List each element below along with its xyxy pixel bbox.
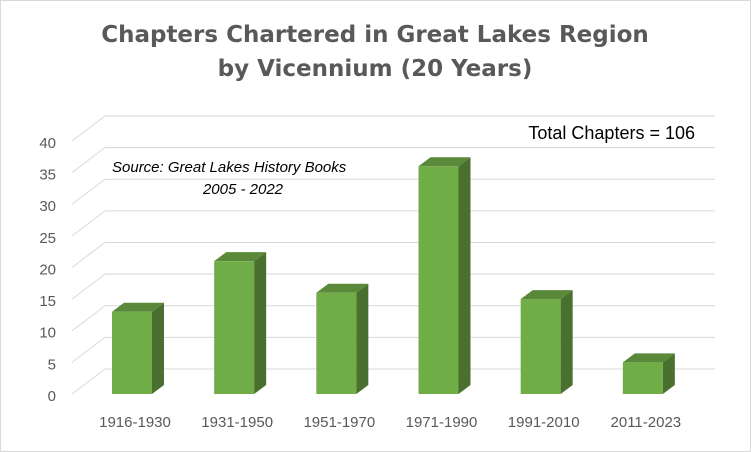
bar-front xyxy=(520,299,561,394)
grid-line xyxy=(71,210,715,237)
bar-front xyxy=(112,311,152,394)
bar-front xyxy=(316,292,357,394)
bar xyxy=(418,157,471,394)
grid-line xyxy=(71,368,715,395)
grid-line xyxy=(71,178,715,205)
source-annotation: Source: Great Lakes History Books xyxy=(112,159,347,176)
y-tick-label: 40 xyxy=(39,135,56,152)
bar-top xyxy=(418,157,471,167)
bar xyxy=(214,252,267,394)
total-annotation: Total Chapters = 106 xyxy=(528,123,695,143)
bar-side xyxy=(356,283,369,394)
grid-line xyxy=(71,242,715,268)
bar-side xyxy=(254,252,267,394)
bar-top xyxy=(520,290,573,300)
y-tick-label: 10 xyxy=(39,325,56,342)
bar xyxy=(622,353,675,394)
bar-side xyxy=(152,302,164,394)
y-tick-label: 25 xyxy=(39,230,56,247)
x-tick-label: 1991-2010 xyxy=(508,414,580,431)
bar xyxy=(520,290,573,394)
bar-top xyxy=(316,283,369,293)
bar-side xyxy=(662,353,675,394)
bar-side xyxy=(560,290,573,394)
grid-line xyxy=(71,305,715,332)
bar xyxy=(112,302,164,394)
bar-side xyxy=(458,157,471,394)
y-tick-label: 15 xyxy=(39,293,56,310)
bar-front xyxy=(214,261,255,394)
y-tick-label: 35 xyxy=(39,167,56,184)
bar-top xyxy=(622,353,675,363)
y-tick-label: 30 xyxy=(39,198,56,215)
bar xyxy=(316,283,369,394)
grid-line xyxy=(71,273,715,300)
chart-title: Chapters Chartered in Great Lakes Region… xyxy=(101,22,649,82)
grid-line xyxy=(71,115,715,142)
x-tick-label: 1916-1930 xyxy=(99,414,171,431)
y-tick-label: 20 xyxy=(39,261,56,278)
source-years: 2005 - 2022 xyxy=(202,181,284,198)
x-tick-label: 1951-1970 xyxy=(303,414,375,431)
bar-front xyxy=(418,166,459,394)
grid-line xyxy=(71,147,715,174)
y-tick-label: 5 xyxy=(48,356,56,373)
x-tick-label: 1931-1950 xyxy=(201,414,273,431)
grid-line xyxy=(71,336,715,363)
y-tick-label: 0 xyxy=(48,388,56,405)
bar-front xyxy=(622,362,663,394)
bar-top xyxy=(112,302,164,312)
x-tick-label: 2011-2023 xyxy=(611,414,682,431)
bar-top xyxy=(214,252,267,262)
x-tick-label: 1971-1990 xyxy=(406,414,478,431)
